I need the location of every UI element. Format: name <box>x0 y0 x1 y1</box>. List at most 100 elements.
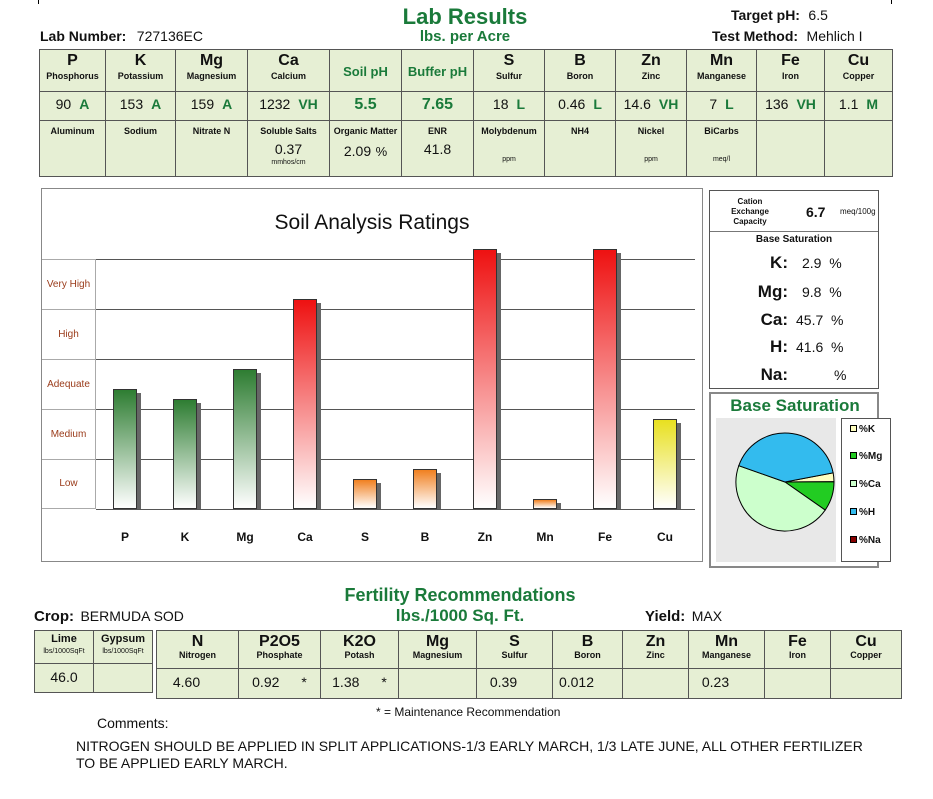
rec-n-header: N Nitrogen <box>156 630 239 669</box>
soil-ph-value: 5.5 <box>329 91 402 121</box>
x-tick-mg: Mg <box>236 530 254 544</box>
nutrient-cu-value: 1.1 M <box>824 91 893 121</box>
target-ph-value: 6.5 <box>808 7 828 23</box>
rec-fe-header: Fe Iron <box>764 630 831 669</box>
bar-k <box>173 399 197 509</box>
rec-p2o5-value: 0.92 * <box>238 668 321 699</box>
base-sat-na: Na:% <box>760 365 847 384</box>
x-tick-fe: Fe <box>597 530 612 544</box>
chart-gridline <box>96 509 695 510</box>
extra-sodium: Sodium <box>105 120 176 177</box>
rec-b-value: 0.012 <box>552 668 623 699</box>
buffer-ph-value: 7.65 <box>401 91 474 121</box>
base-sat-ca: Ca: 45.7 % <box>760 310 844 329</box>
rec-fe-value <box>764 668 831 699</box>
level-low: Low <box>42 459 96 509</box>
pie-slice-ca <box>735 465 826 532</box>
target-ph-label: Target pH: <box>731 7 800 23</box>
base-sat-k: K: 2.9 % <box>770 253 842 272</box>
x-tick-cu: Cu <box>657 530 673 544</box>
lime-header: Lime lbs/1000SqFt <box>34 630 94 664</box>
soil-ph-header: Soil pH <box>329 49 402 92</box>
base-sat-mg: Mg: 9.8 % <box>757 282 842 301</box>
bar-s <box>353 479 377 509</box>
comments-label: Comments: <box>97 715 169 731</box>
extra-blank-1 <box>756 120 825 177</box>
chart-gridline <box>96 309 695 310</box>
base-saturation-pie-panel: Base Saturation %K %Mg %Ca %H %Na <box>709 392 891 568</box>
extra-blank-2 <box>824 120 893 177</box>
extra-molybdenum: Molybdenum ppm <box>473 120 545 177</box>
recommendations-subtitle: lbs./1000 Sq. Ft. <box>395 606 525 625</box>
bar-ca <box>293 299 317 509</box>
nutrient-ca-value: 1232 VH <box>247 91 330 121</box>
pie-legend-na: %Na <box>850 535 881 546</box>
base-sat-h: H: 41.6 % <box>770 337 844 356</box>
bar-shadow-s <box>377 483 381 509</box>
nutrient-p-value: 90 A <box>39 91 106 121</box>
test-method-value: Mehlich I <box>806 28 863 44</box>
test-method-label: Test Method: <box>712 28 799 44</box>
extra-nh4: NH4 <box>544 120 616 177</box>
bar-mg <box>233 369 257 509</box>
cec-label: Cation Exchange Capacity <box>731 197 769 226</box>
test-method: Test Method: Mehlich I <box>712 28 863 46</box>
extra-nickel: Nickel ppm <box>615 120 687 177</box>
bar-mn <box>533 499 557 509</box>
lab-number-label: Lab Number: <box>40 28 127 44</box>
chart-gridline <box>96 259 695 260</box>
chart-gridline <box>96 409 695 410</box>
rec-k2o-header: K2O Potash <box>320 630 399 669</box>
lab-number: Lab Number: 727136EC <box>40 28 203 46</box>
soil-ratings-chart: Soil Analysis Ratings Very High High Ade… <box>41 188 703 562</box>
bar-shadow-fe <box>617 253 621 509</box>
chart-gridline <box>96 359 695 360</box>
pie-slice-h <box>738 432 834 483</box>
bar-shadow-mn <box>557 503 561 509</box>
pie-legend-ca: %Ca <box>850 479 881 490</box>
rec-k2o-value: 1.38 * <box>320 668 399 699</box>
base-saturation-pie <box>735 432 835 532</box>
extra-organic-matter: Organic Matter 2.09 % <box>329 120 402 177</box>
rec-p2o5-header: P2O5 Phosphate <box>238 630 321 669</box>
pie-legend: %K %Mg %Ca %H %Na <box>841 418 891 562</box>
x-tick-ca: Ca <box>297 530 313 544</box>
nutrient-k-header: K Potassium <box>105 49 176 92</box>
pie-legend-k: %K <box>850 424 875 435</box>
comments-text: NITROGEN SHOULD BE APPLIED IN SPLIT APPL… <box>76 738 863 771</box>
bar-shadow-b <box>437 473 441 509</box>
nutrient-b-header: B Boron <box>544 49 616 92</box>
pie-title: Base Saturation <box>730 396 860 415</box>
recommendations-title: Fertility Recommendations <box>344 585 576 605</box>
level-high: High <box>42 309 96 359</box>
chart-title: Soil Analysis Ratings <box>274 211 470 234</box>
extra-aluminum: Aluminum <box>39 120 106 177</box>
page-title: Lab Results <box>402 4 528 29</box>
bar-zn <box>473 249 497 509</box>
nutrient-zn-value: 14.6 VH <box>615 91 687 121</box>
yield-label: Yield: <box>645 608 686 625</box>
bar-shadow-ca <box>317 303 321 509</box>
bar-fe <box>593 249 617 509</box>
cation-panel: Cation Exchange Capacity 6.7 meq/100g Ba… <box>709 190 879 389</box>
nutrient-s-header: S Sulfur <box>473 49 545 92</box>
recommendation-table: N Nitrogen P2O5 Phosphate K2O Potash Mg Magnesi… <box>156 630 902 699</box>
base-sat-label: Base Saturation <box>755 234 833 245</box>
extra-enr: ENR 41.8 <box>401 120 474 177</box>
bar-shadow-p <box>137 393 141 509</box>
page-subtitle: lbs. per Acre <box>419 28 511 45</box>
extras-row: Aluminum Sodium Nitrate N Soluble Salts 0… <box>39 120 893 177</box>
pie-legend-mg: %Mg <box>850 451 882 462</box>
x-tick-b: B <box>420 530 430 544</box>
cec-value: 6.7 <box>806 204 826 220</box>
yield: Yield: MAX <box>645 608 722 626</box>
bar-shadow-cu <box>677 423 681 509</box>
rec-b-header: B Boron <box>552 630 623 669</box>
nutrient-zn-header: Zn Zinc <box>615 49 687 92</box>
page-frame-top <box>38 0 892 4</box>
buffer-ph-header: Buffer pH <box>401 49 474 92</box>
x-tick-k: K <box>180 530 190 544</box>
rec-zn-header: Zn Zinc <box>622 630 689 669</box>
extra-soluble-salts: Soluble Salts 0.37 mmhos/cm <box>247 120 330 177</box>
